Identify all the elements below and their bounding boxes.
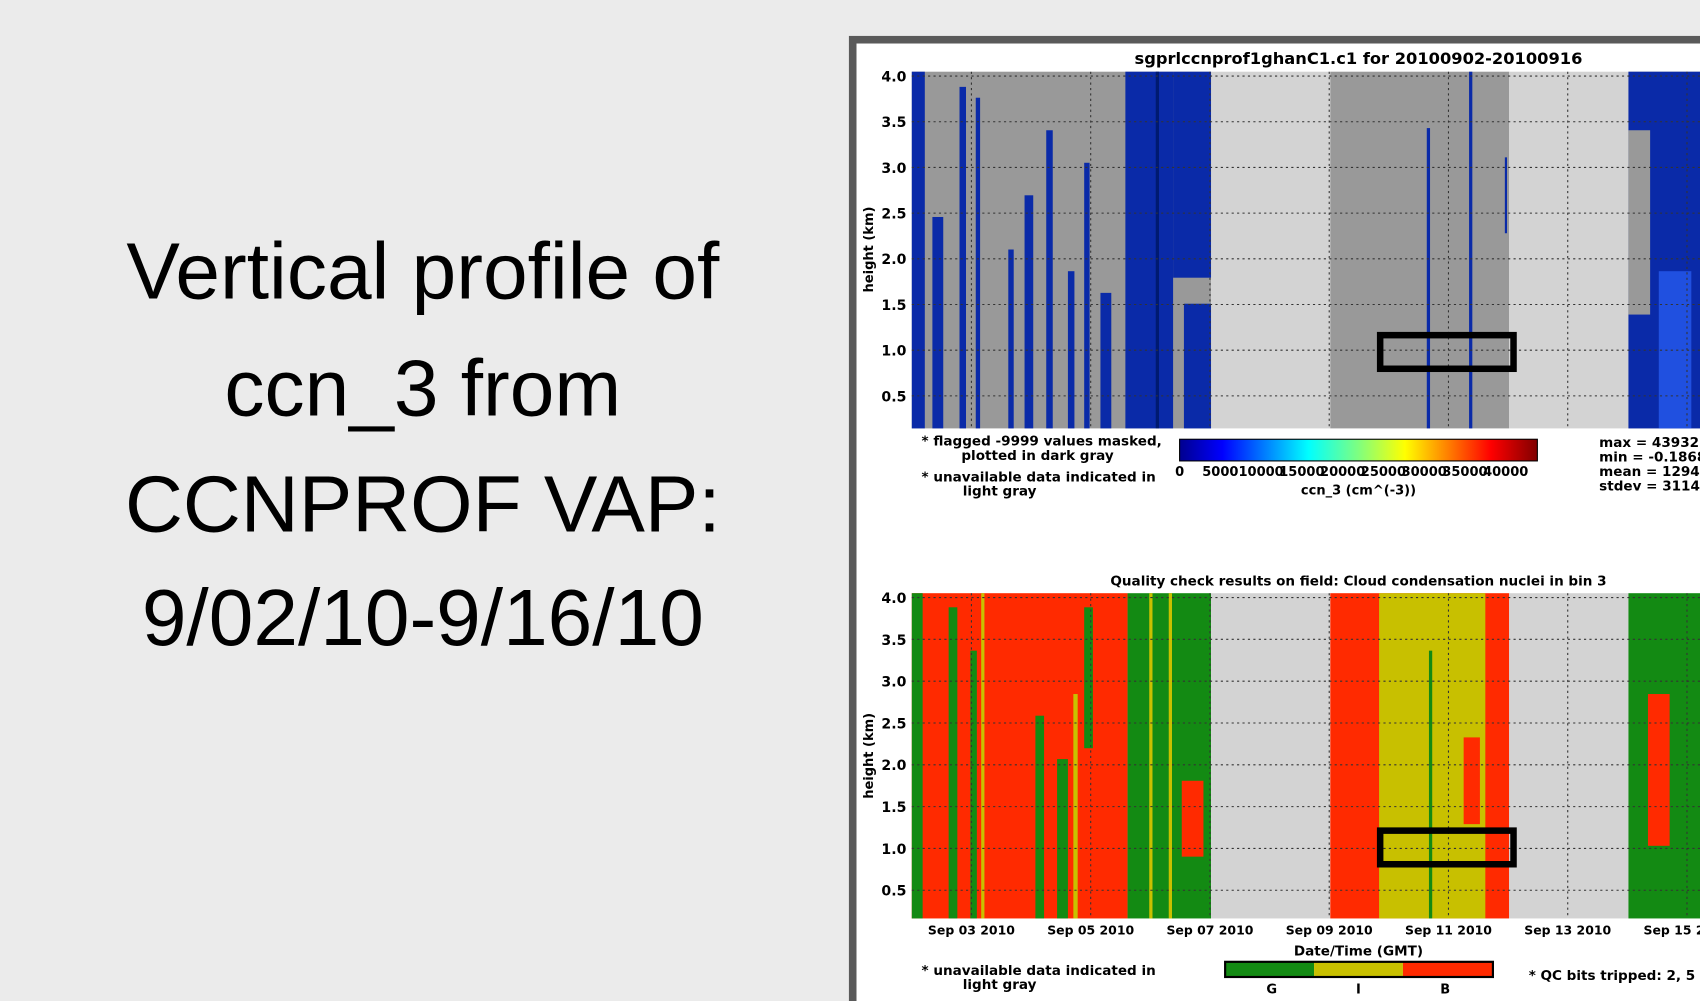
y-tick-label: 1.0 xyxy=(881,344,906,360)
y-tick-label: 2.0 xyxy=(881,758,906,774)
top-heatmap xyxy=(911,71,1700,429)
colorbar-tick-label: 40000 xyxy=(1483,465,1528,480)
y-tick-label: 1.5 xyxy=(881,800,906,816)
y-tick-label: 0.5 xyxy=(881,884,906,900)
stat: mean = 1294. xyxy=(1599,464,1700,480)
y-tick-label: 4.0 xyxy=(881,69,906,85)
y-tick-label: 3.0 xyxy=(881,161,906,177)
note: * flagged -9999 values masked, xyxy=(922,434,1162,450)
y-tick-label: 1.0 xyxy=(881,842,906,858)
stat: min = -0.1868 xyxy=(1599,449,1700,465)
x-tick-label: Sep 09 2010 xyxy=(1286,923,1373,938)
colorbar-tick-label: 15000 xyxy=(1279,465,1324,480)
title-line: ccn_3 from xyxy=(224,342,621,432)
grid xyxy=(911,71,1700,919)
y-tick-label: 2.0 xyxy=(881,252,906,268)
title-line: Vertical profile of xyxy=(126,225,720,315)
colorbar-tick-label: 20000 xyxy=(1320,465,1365,480)
qc-bits: * QC bits tripped: 2, 5 xyxy=(1529,968,1696,984)
y-axis-label: height (km) xyxy=(862,713,877,799)
stat: max = 43932. xyxy=(1599,435,1700,451)
title-line: CCNPROF VAP: xyxy=(125,458,721,548)
colorbar-tick-label: 0 xyxy=(1175,465,1184,480)
x-tick-label: Sep 05 2010 xyxy=(1047,923,1134,938)
plot-title: sgprlccnprof1ghanC1.c1 for 20100902-2010… xyxy=(1135,49,1583,68)
note: light gray xyxy=(963,977,1037,993)
colorbar-tick-label: 30000 xyxy=(1402,465,1447,480)
slide-title: Vertical profile of ccn_3 from CCNPROF VAP… xyxy=(125,225,721,662)
colorbar-tick-label: 25000 xyxy=(1361,465,1406,480)
colorbar xyxy=(1179,438,1538,462)
y-tick-label: 4.0 xyxy=(881,591,906,607)
highlight-box xyxy=(1376,331,1517,373)
note: light gray xyxy=(963,484,1037,500)
x-tick-label: Sep 15 2010 xyxy=(1643,923,1700,938)
x-axis-label: Date/Time (GMT) xyxy=(1294,943,1423,959)
y-tick-label: 2.5 xyxy=(881,207,906,223)
x-tick-label: Sep 11 2010 xyxy=(1405,923,1492,938)
bottom-heatmap xyxy=(911,593,1700,919)
y-tick-label: 3.0 xyxy=(881,675,906,691)
y-tick-label: 1.5 xyxy=(881,298,906,314)
note: * unavailable data indicated in xyxy=(922,470,1156,486)
note: * unavailable data indicated in xyxy=(922,963,1156,979)
x-tick-label: Sep 03 2010 xyxy=(928,923,1015,938)
qc-colorbar xyxy=(1224,960,1495,979)
y-axis-label: height (km) xyxy=(862,207,877,293)
qc-legend-label: G xyxy=(1266,982,1277,997)
y-tick-label: 3.5 xyxy=(881,633,906,649)
colorbar-tick-label: 5000 xyxy=(1202,465,1238,480)
note: plotted in dark gray xyxy=(961,448,1114,464)
colorbar-tick-label: 10000 xyxy=(1239,465,1284,480)
x-tick-label: Sep 13 2010 xyxy=(1524,923,1611,938)
qc-legend-label: B xyxy=(1440,982,1450,997)
y-tick-label: 3.5 xyxy=(881,115,906,131)
colorbar-tick-label: 35000 xyxy=(1442,465,1487,480)
stat: stdev = 3114. xyxy=(1599,479,1700,495)
y-tick-label: 0.5 xyxy=(881,389,906,405)
colorbar-label: ccn_3 (cm^(-3)) xyxy=(1301,484,1416,499)
y-tick-label: 2.5 xyxy=(881,716,906,732)
highlight-box xyxy=(1376,827,1517,868)
x-tick-label: Sep 07 2010 xyxy=(1166,923,1253,938)
plot-title: Quality check results on field: Cloud co… xyxy=(1110,574,1606,590)
qc-legend-label: I xyxy=(1356,982,1361,997)
title-line: 9/02/10-9/16/10 xyxy=(142,572,704,662)
